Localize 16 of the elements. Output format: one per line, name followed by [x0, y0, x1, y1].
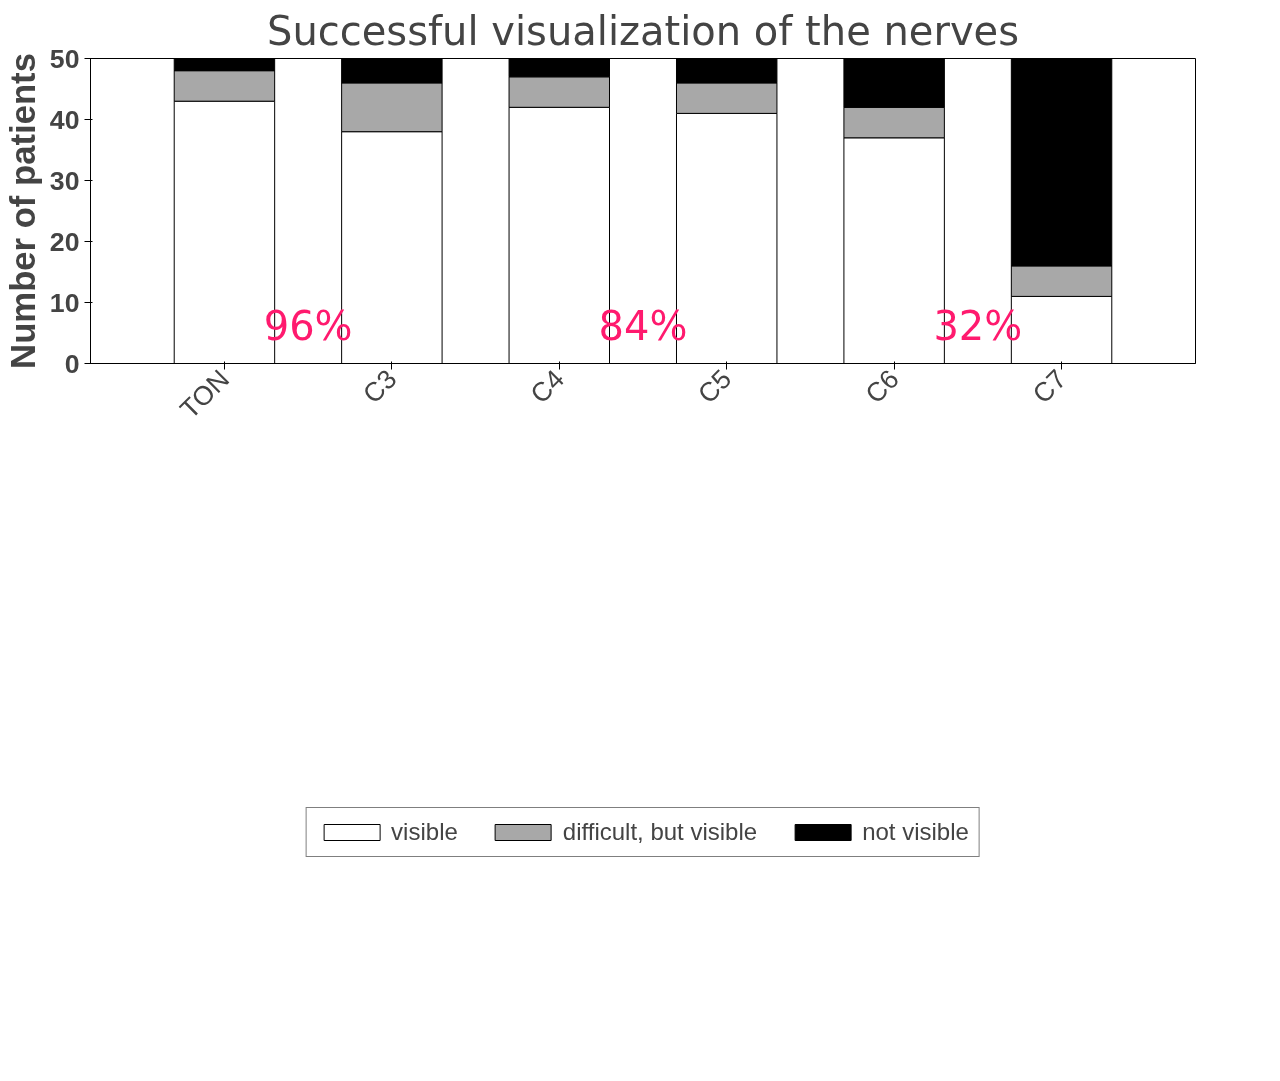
x-tick-label: C3: [357, 363, 403, 410]
y-tick-label: 40: [49, 104, 80, 135]
x-tick-label: C6: [859, 363, 905, 410]
y-tick-label: 50: [49, 43, 80, 74]
legend-label: not visible: [862, 818, 969, 846]
legend-label: visible: [391, 818, 458, 846]
x-tick-label: C5: [692, 363, 738, 410]
y-tick-label: 20: [49, 226, 80, 257]
y-tick-label: 10: [49, 287, 80, 318]
chart-title: Successful visualization of the nerves: [267, 7, 1019, 54]
y-tick-label: 30: [49, 165, 80, 196]
x-tick-label: C4: [524, 363, 571, 410]
x-tick-label: C7: [1026, 363, 1073, 410]
legend-label: difficult, but visible: [562, 818, 758, 846]
y-tick-label: 0: [64, 348, 80, 379]
y-axis-title: Number of patients: [3, 53, 42, 369]
